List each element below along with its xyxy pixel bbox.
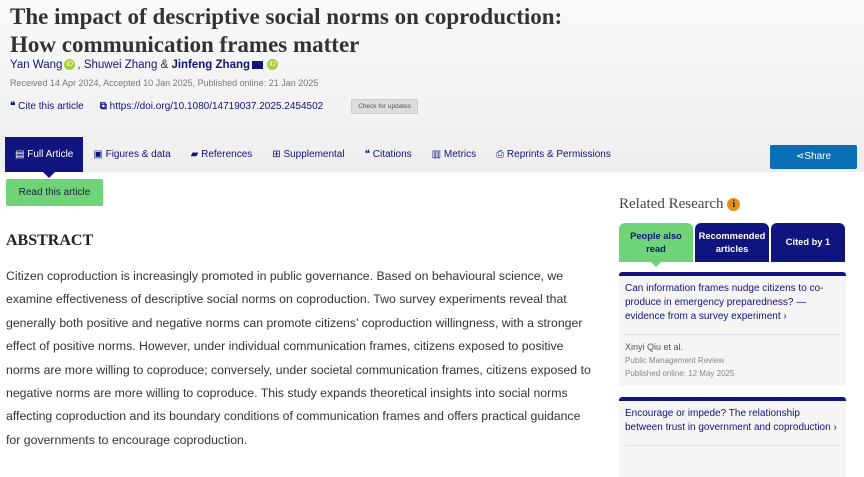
read-article-button[interactable]: Read this article <box>6 179 103 206</box>
quote-icon: ❝ <box>10 101 16 112</box>
publication-dates: Received 14 Apr 2024, Accepted 10 Jan 20… <box>10 78 319 88</box>
orcid-icon[interactable]: iD <box>267 59 279 71</box>
related-research-heading: Related Research i <box>619 196 741 213</box>
tab-recommended[interactable]: Recommended articles <box>695 223 769 262</box>
tab-full-article[interactable]: ▤ Full Article <box>5 137 84 178</box>
tab-citations[interactable]: ❝ Citations <box>364 149 412 160</box>
email-icon[interactable] <box>252 60 264 69</box>
share-icon: ⋖ <box>795 151 805 162</box>
author-list: Yan Wang iD, Shuwei Zhang & Jinfeng Zhang… <box>10 59 280 71</box>
info-icon[interactable]: i <box>727 198 741 212</box>
cite-link[interactable]: ❝ Cite this article <box>10 101 84 112</box>
tab-reprints[interactable]: ⎙ Reprints & Permissions <box>496 149 611 160</box>
article-header <box>0 0 864 172</box>
related-article-link[interactable]: Encourage or impede? The relationship be… <box>625 408 837 433</box>
tab-cited-by[interactable]: Cited by 1 <box>771 223 845 262</box>
book-icon: ▰ <box>190 149 199 160</box>
abstract-text: Citizen coproduction is increasingly pro… <box>6 269 591 447</box>
image-icon: ▣ <box>93 149 103 160</box>
author-link[interactable]: Yan Wang <box>10 59 63 71</box>
chevron-right-icon: › <box>833 422 837 433</box>
article-nav: ▤ Full Article ▣ Figures & data ▰ Refere… <box>5 137 621 178</box>
quote-icon: ❝ <box>364 149 370 160</box>
bar-chart-icon: ▥ <box>431 149 442 160</box>
doi-link[interactable]: ⧉ https://doi.org/10.1080/14719037.2025.… <box>99 101 324 112</box>
related-article-card: Can information frames nudge citizens to… <box>619 272 846 386</box>
author-link[interactable]: Shuwei Zhang <box>83 59 158 71</box>
tab-references[interactable]: ▰ References <box>190 149 253 160</box>
tab-figures[interactable]: ▣ Figures & data <box>93 149 171 160</box>
article-title: The impact of descriptive social norms o… <box>10 4 563 57</box>
author-link[interactable]: Jinfeng Zhang <box>171 59 251 71</box>
external-link-icon: ⧉ <box>99 101 107 112</box>
share-button[interactable]: ⋖Share <box>770 145 857 169</box>
document-icon: ▤ <box>15 149 25 160</box>
plus-icon: ⊞ <box>272 149 281 160</box>
print-icon: ⎙ <box>496 149 505 160</box>
chevron-right-icon: › <box>783 311 787 322</box>
tab-people-also-read[interactable]: People also read <box>619 223 693 267</box>
related-article-link[interactable]: Can information frames nudge citizens to… <box>625 283 824 322</box>
abstract-heading: ABSTRACT <box>6 232 94 249</box>
tab-metrics[interactable]: ▥ Metrics <box>431 149 477 160</box>
check-for-updates-button[interactable]: Check for updates <box>351 99 418 114</box>
orcid-icon[interactable]: iD <box>64 59 76 71</box>
tab-supplemental[interactable]: ⊞ Supplemental <box>272 149 345 160</box>
related-article-card: Encourage or impede? The relationship be… <box>619 397 846 477</box>
